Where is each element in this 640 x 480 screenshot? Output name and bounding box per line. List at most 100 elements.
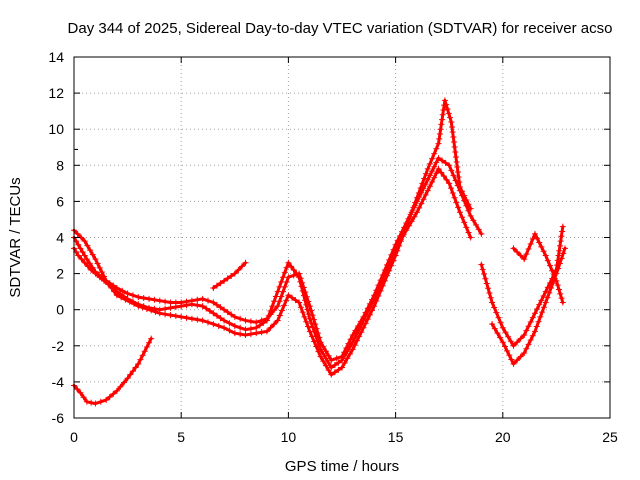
data-point-marker	[221, 324, 228, 331]
data-point-marker	[74, 230, 81, 237]
data-point-marker	[529, 235, 536, 242]
data-point-marker	[357, 318, 364, 325]
data-point-marker	[276, 298, 283, 305]
data-point-marker	[308, 307, 315, 314]
data-point-marker	[438, 169, 445, 176]
data-point-marker	[235, 266, 242, 273]
data-point-marker	[465, 201, 472, 208]
data-point-marker	[129, 292, 136, 299]
data-point-marker	[478, 230, 485, 237]
data-point-marker	[162, 305, 169, 312]
data-point-marker	[504, 347, 511, 354]
data-point-marker	[325, 359, 332, 366]
chart-title: Day 344 of 2025, Sidereal Day-to-day VTE…	[68, 20, 613, 37]
data-point-marker	[274, 288, 281, 295]
data-point-marker	[80, 394, 87, 401]
data-point-marker	[333, 355, 340, 362]
data-point-marker	[89, 264, 96, 271]
data-point-marker	[297, 304, 304, 311]
data-point-marker	[494, 330, 501, 337]
data-point-marker	[311, 338, 318, 345]
data-point-marker	[205, 297, 211, 304]
data-point-marker	[199, 317, 206, 324]
data-point-marker	[228, 311, 235, 318]
data-point-marker	[242, 326, 249, 333]
data-point-marker	[121, 379, 128, 386]
data-point-marker	[450, 138, 457, 145]
data-point-marker	[92, 400, 99, 407]
data-point-marker	[126, 298, 133, 305]
data-point-marker	[381, 266, 388, 273]
data-point-marker	[448, 118, 455, 125]
data-point-marker	[523, 327, 530, 334]
data-point-marker	[535, 318, 542, 325]
data-point-marker	[540, 304, 547, 311]
data-point-marker	[335, 366, 342, 373]
data-point-marker	[178, 313, 185, 320]
data-point-marker	[96, 264, 103, 271]
data-point-marker	[531, 310, 538, 317]
data-point-marker	[92, 256, 99, 263]
data-point-marker	[278, 293, 285, 300]
data-point-marker	[551, 272, 558, 279]
data-point-marker	[322, 362, 329, 369]
data-point-marker	[280, 288, 287, 295]
data-point-marker	[390, 257, 397, 264]
data-point-marker	[396, 242, 403, 249]
data-point-marker	[124, 290, 131, 297]
data-point-marker	[539, 309, 546, 316]
data-point-marker	[210, 299, 217, 306]
data-point-marker	[267, 311, 274, 318]
data-point-marker	[449, 189, 456, 196]
data-point-marker	[381, 277, 388, 284]
data-point-marker	[221, 277, 228, 284]
x-axis-label: GPS time / hours	[285, 458, 399, 475]
data-point-marker	[416, 204, 423, 211]
data-point-marker	[306, 328, 313, 335]
data-point-marker	[269, 303, 276, 310]
data-point-marker	[341, 349, 348, 356]
data-point-marker	[558, 233, 565, 240]
data-point-marker	[538, 297, 545, 304]
data-point-marker	[276, 283, 283, 290]
data-point-marker	[210, 285, 217, 292]
data-point-marker	[544, 257, 551, 264]
data-point-marker	[440, 106, 447, 113]
series-track-c	[71, 97, 474, 378]
data-point-marker	[478, 261, 485, 268]
data-point-marker	[151, 296, 158, 303]
data-point-marker	[106, 393, 113, 400]
data-point-marker	[362, 309, 369, 316]
y-tick-label: 14	[48, 49, 64, 65]
data-point-marker	[75, 241, 82, 248]
data-point-marker	[288, 294, 295, 301]
data-point-marker	[435, 165, 442, 172]
data-point-marker	[343, 344, 350, 351]
data-point-marker	[317, 339, 324, 346]
data-point-marker	[390, 246, 397, 253]
x-tick-label: 25	[602, 429, 618, 445]
data-point-marker	[328, 357, 335, 364]
data-point-marker	[544, 294, 551, 301]
data-point-marker	[542, 252, 549, 259]
data-point-marker	[424, 187, 431, 194]
data-point-marker	[81, 252, 88, 259]
data-point-marker	[452, 153, 459, 160]
data-point-marker	[308, 333, 315, 340]
data-point-marker	[231, 270, 238, 277]
data-point-marker	[358, 329, 365, 336]
data-point-marker	[414, 209, 421, 216]
data-point-marker	[231, 313, 238, 320]
data-point-marker	[424, 176, 431, 183]
data-point-marker	[247, 318, 254, 325]
data-point-marker	[271, 298, 278, 305]
data-point-marker	[525, 341, 532, 348]
data-point-marker	[167, 299, 174, 306]
data-point-marker	[417, 185, 424, 192]
data-point-marker	[213, 312, 220, 319]
data-point-marker	[467, 234, 474, 241]
data-point-marker	[237, 315, 244, 322]
data-point-marker	[514, 248, 521, 255]
data-point-marker	[210, 310, 217, 317]
data-point-marker	[433, 145, 440, 152]
